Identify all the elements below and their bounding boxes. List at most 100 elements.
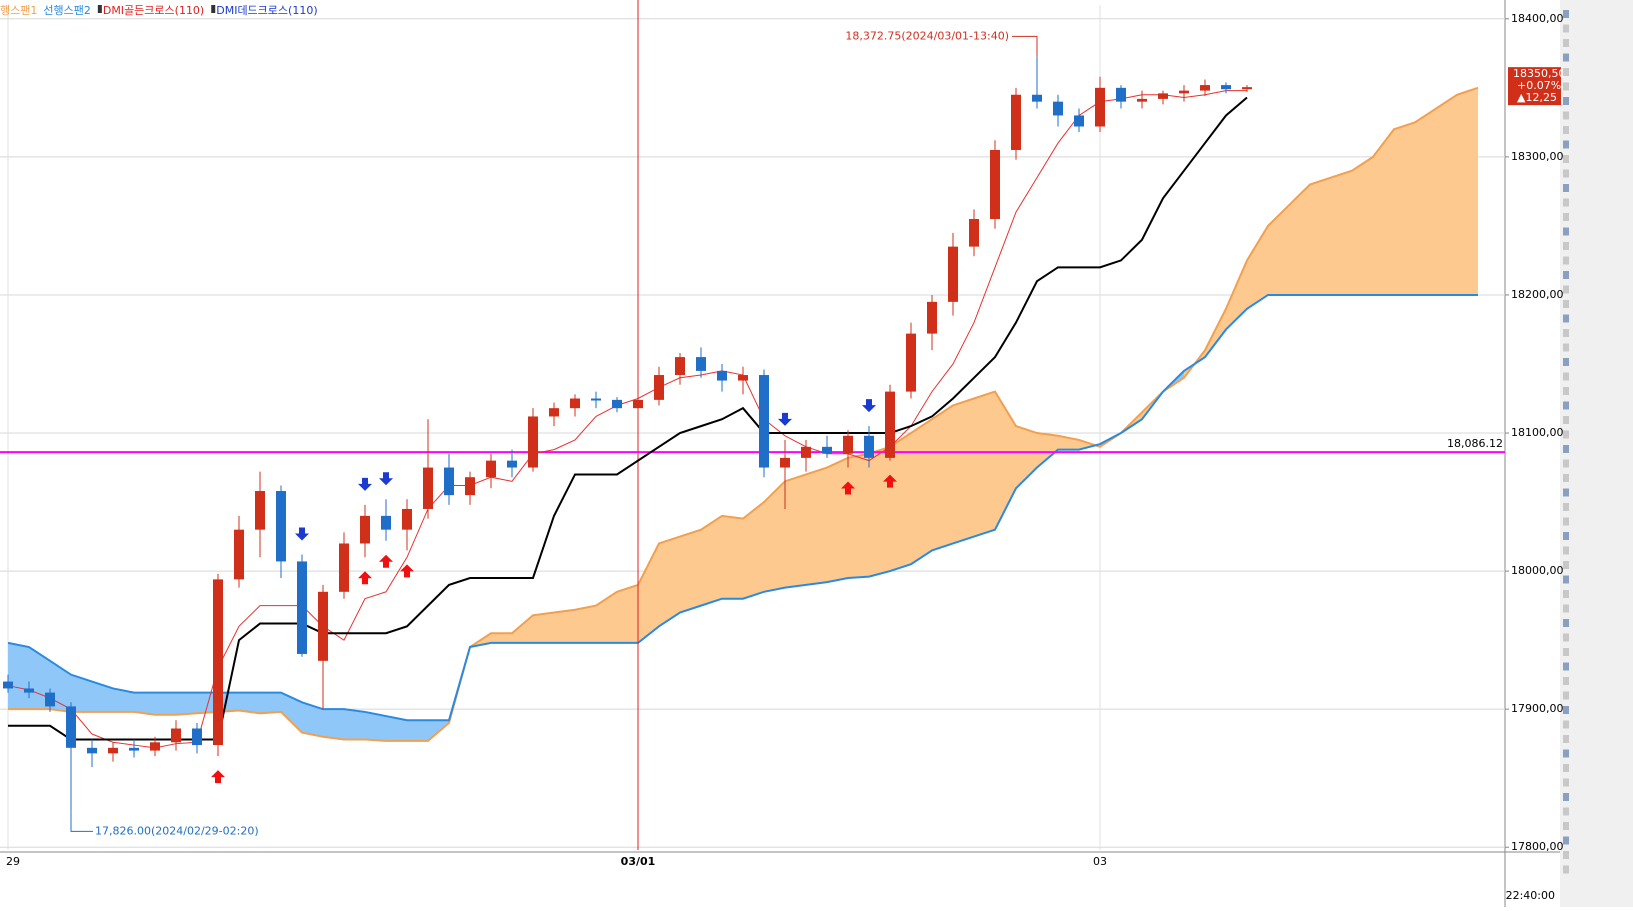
last-change: +0.07% — [1517, 79, 1561, 92]
candle-body — [675, 357, 685, 376]
candle-body — [1158, 93, 1168, 99]
cloud-fill — [134, 692, 155, 715]
last-price-box — [1508, 67, 1561, 106]
candle-body — [423, 467, 433, 509]
candle-body — [969, 219, 979, 247]
toolbar-icon — [1563, 242, 1569, 250]
y-tick-label: 18300,00 — [1511, 150, 1564, 163]
cloud-fill — [596, 591, 617, 643]
cloud-fill — [701, 515, 722, 606]
toolbar-icon — [1563, 430, 1569, 439]
candle-body — [150, 742, 160, 751]
toolbar-icon — [1563, 184, 1569, 192]
toolbar-icon — [1563, 97, 1569, 105]
candle-body — [45, 692, 55, 707]
toolbar-icon — [1563, 604, 1569, 613]
toolbar-icon — [1563, 24, 1569, 33]
signal-arrow — [841, 481, 855, 495]
candle-body — [255, 491, 265, 530]
signal-arrow — [862, 399, 876, 413]
cloud-fill — [323, 709, 344, 740]
toolbar-icon — [1563, 691, 1569, 700]
toolbar-icon — [1563, 271, 1569, 279]
toolbar-icon — [1563, 387, 1569, 395]
candle-body — [1053, 101, 1063, 116]
cloud-fill — [1016, 426, 1037, 489]
signal-arrow — [358, 571, 372, 585]
toolbar-icon — [1563, 68, 1569, 76]
toolbar-icon — [1563, 561, 1569, 569]
cloud-fill — [8, 642, 29, 710]
toolbar-icon — [1563, 474, 1569, 482]
candle-body — [885, 391, 895, 458]
toolbar-icon — [1563, 358, 1569, 366]
price-line-label: 18,086.12 — [1447, 437, 1503, 450]
cloud-fill — [617, 584, 638, 643]
candle-body — [759, 375, 769, 468]
cloud-fill — [659, 536, 680, 627]
cloud-fill — [71, 674, 92, 712]
candle-body — [1137, 98, 1147, 102]
legend-entry: DMI골든크로스(110) — [103, 4, 204, 17]
x-tick-label: 03/01 — [621, 855, 656, 868]
cloud-fill — [1457, 87, 1478, 295]
candle-body — [1242, 87, 1252, 90]
legend-entry: DMI데드크로스(110) — [216, 4, 317, 17]
cloud-fill — [1268, 205, 1289, 295]
signal-arrow — [358, 477, 372, 491]
toolbar-icon — [1563, 285, 1569, 294]
toolbar-icon — [1563, 619, 1569, 627]
y-tick-label: 18100,00 — [1511, 426, 1564, 439]
cloud-fill — [407, 720, 428, 741]
cloud-fill — [827, 457, 848, 583]
candle-body — [1011, 94, 1021, 150]
cloud-fill — [911, 419, 932, 565]
toolbar-icon — [1563, 793, 1569, 801]
candle-body — [444, 467, 454, 496]
candle-body — [87, 747, 97, 754]
candle-body — [339, 543, 349, 592]
toolbar-icon — [1563, 822, 1569, 830]
y-tick-label: 17900,00 — [1511, 702, 1564, 715]
toolbar-icon — [1563, 851, 1569, 859]
toolbar-icon — [1563, 865, 1569, 874]
toolbar-icon — [1563, 126, 1569, 134]
candle-body — [591, 398, 601, 401]
y-tick-label: 18400,00 — [1511, 12, 1564, 25]
cloud-fill — [1436, 94, 1457, 295]
cloud-fill — [743, 502, 764, 599]
annotation-leader — [70, 811, 93, 832]
toolbar-icon — [1563, 372, 1569, 381]
candle-body — [1200, 85, 1210, 91]
toolbar-icon — [1563, 720, 1569, 729]
cloud-fill — [218, 692, 239, 712]
candle-body — [66, 706, 76, 748]
candle-body — [486, 460, 496, 478]
toolbar-icon — [1563, 648, 1569, 656]
toolbar-icon — [1563, 227, 1569, 236]
toolbar-icon — [1563, 764, 1569, 772]
toolbar-icon — [1563, 633, 1569, 642]
candle-body — [402, 508, 412, 530]
cloud-fill — [932, 405, 953, 551]
cloud-fill — [785, 474, 806, 588]
toolbar-icon — [1563, 343, 1569, 352]
candle-body — [318, 591, 328, 661]
candle-body — [1116, 87, 1126, 102]
annotation: 18,372.75(2024/03/01-13:40) — [845, 29, 1009, 42]
cloud-fill — [806, 467, 827, 585]
cloud-fill — [1352, 156, 1373, 295]
cloud-fill — [890, 433, 911, 572]
cloud-fill — [512, 615, 533, 643]
toolbar-icon — [1563, 677, 1569, 685]
cloud-fill — [1394, 122, 1415, 295]
toolbar-icon — [1563, 314, 1569, 323]
cloud-fill — [1415, 108, 1436, 295]
cloud-fill — [302, 702, 323, 737]
candle-body — [1074, 115, 1084, 127]
toolbar-icon — [1563, 445, 1569, 453]
toolbar-icon — [1563, 416, 1569, 424]
cloud-fill — [533, 612, 554, 643]
candle-body — [633, 399, 643, 409]
candle-body — [1221, 85, 1231, 90]
